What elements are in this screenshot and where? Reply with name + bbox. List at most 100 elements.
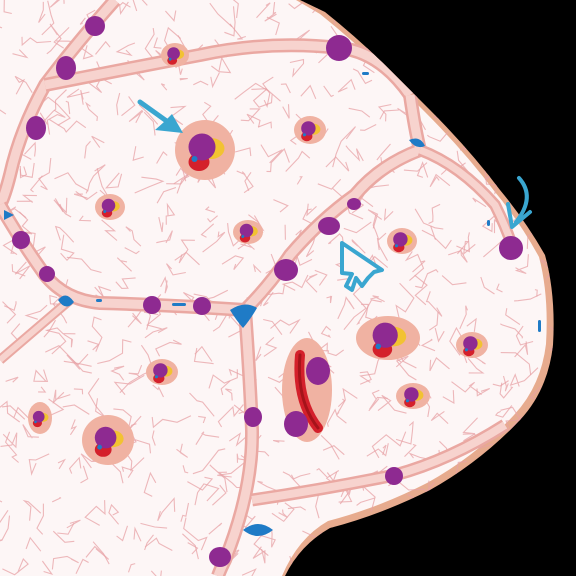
matrix-line (24, 304, 48, 320)
lacuna (356, 316, 420, 360)
matrix-line (0, 509, 9, 526)
matrix-line (180, 502, 190, 522)
matrix-line (160, 83, 168, 91)
matrix-line (421, 225, 437, 240)
matrix-line (282, 471, 301, 487)
matrix-line (321, 349, 345, 357)
endothelial-cell (172, 303, 186, 306)
matrix-line (166, 263, 186, 276)
matrix-line (176, 443, 189, 458)
matrix-line (113, 374, 145, 395)
matrix-line (178, 239, 195, 264)
chondrocyte-nucleus (153, 363, 168, 378)
matrix-line (66, 88, 90, 98)
matrix-line (41, 560, 54, 576)
matrix-line (448, 249, 468, 263)
matrix-line (54, 172, 89, 194)
matrix-line (434, 237, 452, 250)
endothelial-dot (302, 133, 306, 137)
matrix-line (0, 485, 3, 503)
matrix-line (256, 2, 271, 19)
fibroblast-nucleus (385, 467, 403, 485)
matrix-line (144, 534, 154, 551)
matrix-line (236, 170, 254, 194)
chondrocyte-lacunae (28, 43, 488, 465)
matrix-line (320, 325, 332, 339)
matrix-line (534, 289, 538, 297)
matrix-line (252, 263, 262, 273)
matrix-line (500, 323, 524, 339)
matrix-line (210, 72, 220, 89)
matrix-line (244, 513, 256, 529)
endothelial-cell (96, 299, 102, 302)
matrix-line (428, 203, 441, 224)
matrix-line (157, 497, 176, 522)
matrix-line (514, 341, 529, 358)
matrix-line (326, 295, 333, 304)
matrix-line (377, 394, 407, 414)
matrix-line (66, 256, 102, 274)
matrix-line (338, 486, 353, 503)
matrix-line (101, 219, 118, 241)
matrix-line (115, 42, 136, 57)
matrix-line (179, 77, 188, 81)
matrix-line (48, 398, 65, 417)
matrix-line (29, 175, 43, 193)
matrix-line (127, 563, 136, 573)
matrix-line (144, 537, 173, 551)
red-blood-cell-core (297, 353, 320, 430)
matrix-line (52, 530, 75, 543)
matrix-line (160, 276, 168, 294)
matrix-line (221, 255, 245, 270)
fibroblast-nucleus (26, 116, 46, 140)
endothelial-dot (191, 156, 198, 162)
matrix-line (73, 388, 84, 395)
matrix-line (540, 253, 554, 266)
matrix-line (496, 283, 503, 293)
matrix-line (266, 16, 280, 36)
lacuna (146, 359, 178, 385)
fibroblast-nucleus (244, 407, 262, 427)
fibroblast-nucleus (12, 231, 30, 249)
matrix-line (260, 144, 283, 164)
matrix-line (75, 190, 98, 201)
fibroblast-nucleus (39, 266, 55, 282)
endothelial-cell (58, 295, 74, 307)
endothelial-dot (154, 375, 158, 379)
matrix-line (326, 408, 347, 427)
matrix-line (182, 533, 199, 560)
matrix-line (25, 536, 42, 552)
matrix-line (337, 296, 355, 320)
matrix-line (45, 345, 92, 374)
matrix-line (43, 89, 67, 122)
matrix-line (367, 209, 383, 229)
matrix-line (150, 570, 162, 576)
matrix-line (194, 483, 220, 506)
matrix-line (499, 382, 514, 399)
matrix-line (404, 251, 425, 282)
matrix-line (151, 430, 156, 446)
matrix-line (270, 318, 301, 334)
matrix-line (217, 471, 244, 489)
matrix-line (234, 147, 252, 157)
matrix-line (124, 247, 140, 255)
matrix-line (502, 375, 509, 392)
matrix-line (87, 164, 106, 192)
matrix-line (280, 83, 291, 94)
matrix-line (12, 49, 29, 59)
matrix-line (49, 119, 87, 133)
matrix-line (320, 435, 340, 460)
fibroblast-nucleus (85, 16, 105, 36)
matrix-line (548, 325, 554, 361)
matrix-line (306, 203, 317, 217)
matrix-line (91, 316, 103, 352)
matrix-line (11, 264, 26, 277)
matrix-line (456, 240, 476, 256)
matrix-line (428, 311, 439, 331)
matrix-line (204, 206, 216, 213)
matrix-line (323, 85, 334, 98)
matrix-line (62, 404, 90, 415)
matrix-line (273, 199, 289, 213)
lacuna (233, 220, 263, 244)
matrix-line (404, 443, 417, 457)
